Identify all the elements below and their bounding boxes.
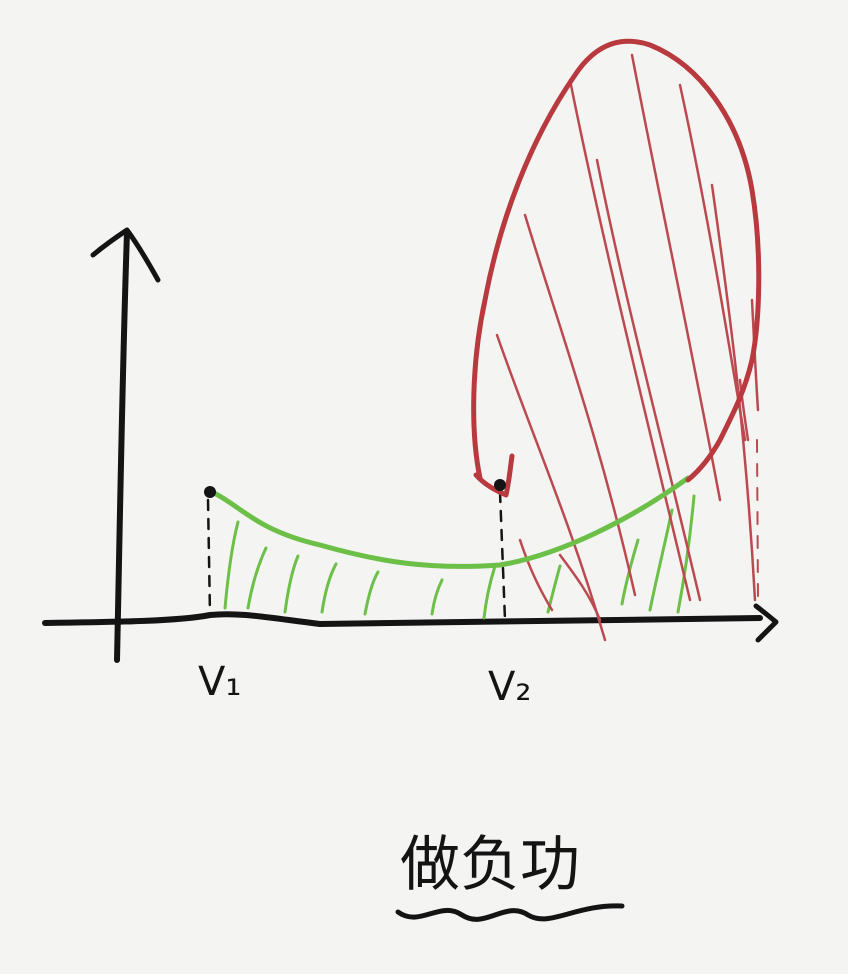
red-hatch-stroke [518, 538, 554, 612]
green-hatch-stroke [246, 546, 268, 610]
green-hatch-stroke [223, 520, 240, 610]
red-area-hatching [495, 53, 760, 642]
red-hatch-stroke [710, 183, 757, 602]
red-process-loop [471, 38, 762, 483]
green-hatch-stroke [283, 554, 300, 614]
y-axis-arrowhead [90, 227, 161, 283]
red-hatch-stroke [678, 83, 747, 442]
x-axis-arrowhead [753, 603, 779, 643]
caption-text: 做负功 [400, 830, 580, 900]
green-process-curve [209, 475, 691, 569]
green-hatch-stroke [648, 508, 674, 612]
red-hatch-stroke [630, 53, 722, 502]
red-hatch-stroke [495, 333, 607, 642]
green-hatch-stroke [546, 564, 562, 614]
red-hatch-stroke [738, 378, 750, 442]
v2-guide-line [498, 490, 507, 622]
x-axis [42, 611, 763, 627]
red-hatch-stroke [750, 298, 760, 412]
green-hatch-stroke [363, 570, 380, 616]
red-hatch-stroke [523, 213, 637, 597]
green-hatch-stroke [676, 494, 696, 614]
v1-guide-line [206, 498, 212, 617]
green-hatch-stroke [430, 578, 444, 616]
axes [42, 227, 779, 663]
state-point-v2 [494, 479, 506, 491]
y-axis [114, 229, 130, 663]
v2-label: V₂ [488, 664, 531, 710]
green-hatch-stroke [482, 564, 497, 620]
v1-label: V₁ [198, 659, 241, 705]
red-hatch-stroke [558, 553, 602, 622]
caption-underline [395, 903, 625, 922]
green-hatch-stroke [320, 562, 338, 614]
state-point-v1 [204, 486, 216, 498]
green-area-hatching [223, 494, 696, 620]
red-arrowhead [473, 453, 515, 498]
red-hatch-stroke [568, 78, 692, 602]
guide-lines [206, 439, 759, 622]
red-hatch-stroke [595, 158, 702, 602]
right-guide-line [756, 439, 759, 601]
